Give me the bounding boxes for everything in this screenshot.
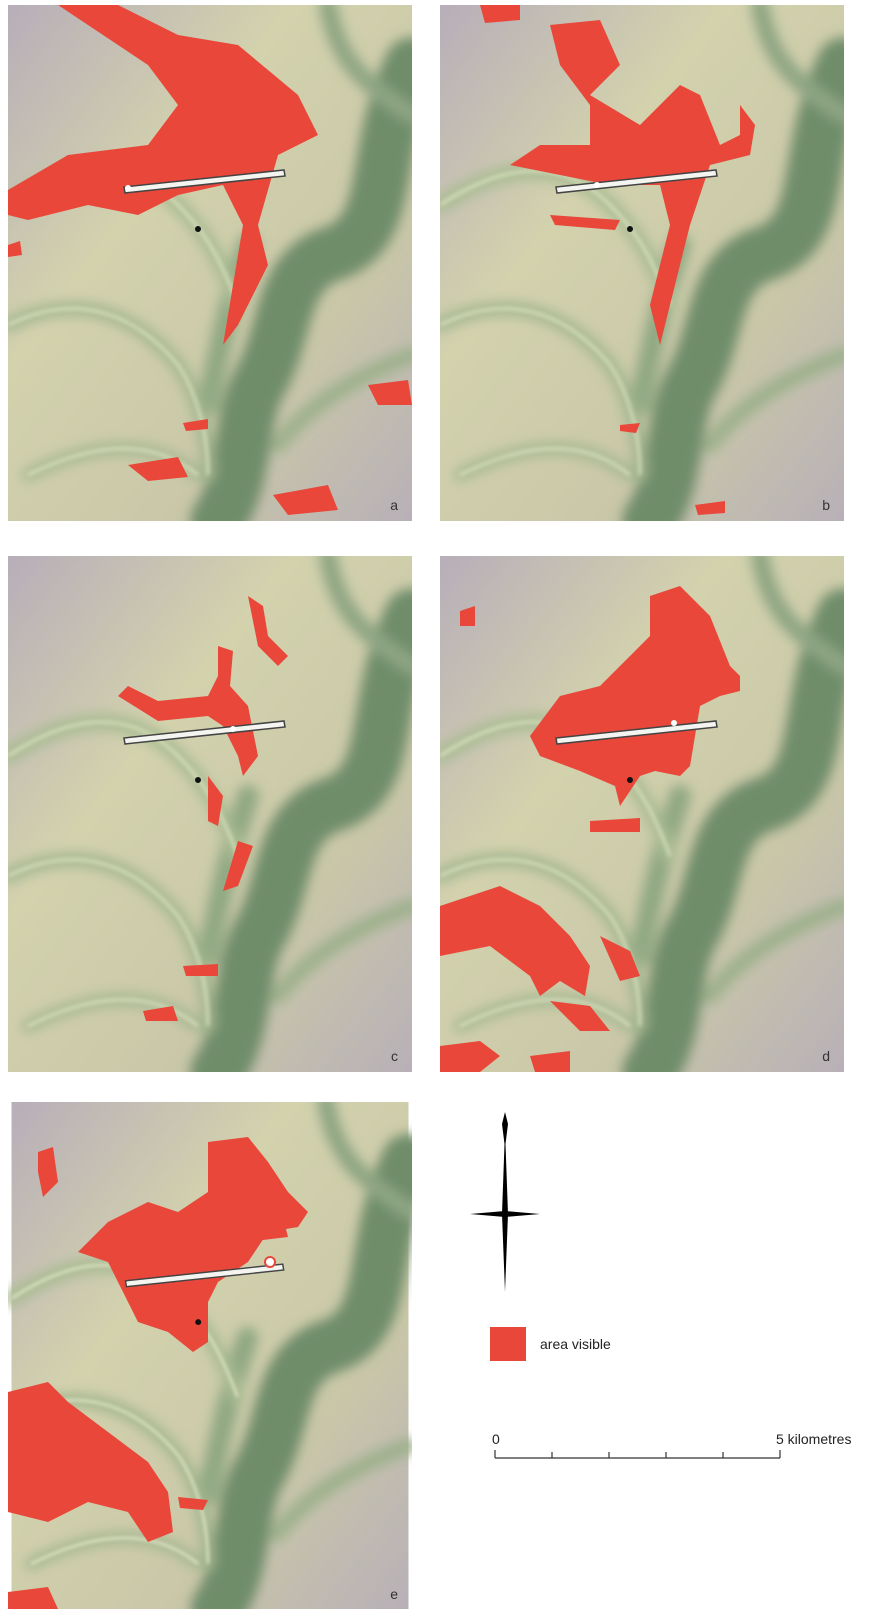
legend-swatch: [490, 1327, 526, 1361]
legend-area: area visible 0 5 kilometres: [440, 1102, 876, 1502]
scale-start: 0: [492, 1431, 500, 1447]
panel-label: a: [390, 497, 398, 513]
panel-label: e: [390, 1586, 398, 1602]
map-panel: c: [8, 556, 412, 1072]
scale-bar: [495, 1450, 780, 1458]
panel-label: c: [391, 1048, 398, 1064]
panel-label: d: [822, 1048, 830, 1064]
map-panel: d: [440, 556, 844, 1072]
map-panel: b: [440, 5, 844, 521]
figure: a b c d: [0, 0, 876, 1614]
legend-label: area visible: [540, 1336, 611, 1352]
map-panel: a: [8, 5, 412, 521]
map-panel: e: [8, 1102, 412, 1609]
scale-end: 5 kilometres: [776, 1431, 851, 1447]
north-arrow: [470, 1112, 540, 1292]
panel-label: b: [822, 497, 830, 513]
